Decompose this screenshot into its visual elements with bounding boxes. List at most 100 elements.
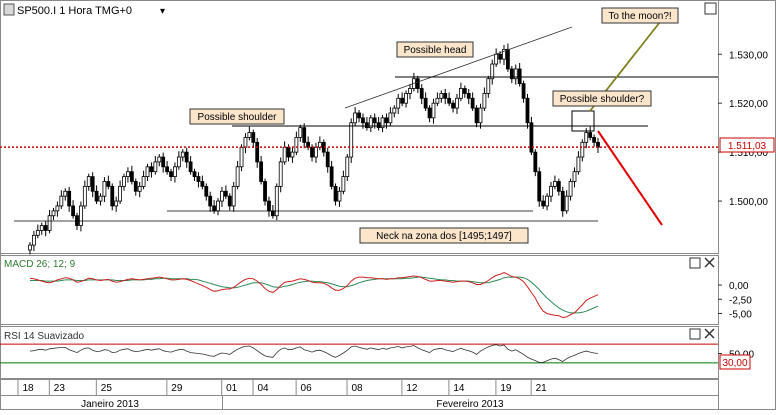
candle	[239, 146, 244, 168]
symbol-dropdown-icon[interactable]: ▾	[160, 6, 165, 17]
candle	[592, 137, 596, 143]
candle	[419, 88, 424, 99]
candle	[447, 97, 452, 104]
rsi-close-icon[interactable]	[704, 328, 715, 339]
candle	[521, 83, 526, 99]
macd-close-icon[interactable]	[704, 257, 715, 268]
candle	[286, 146, 291, 158]
right-shoulder-box	[571, 110, 595, 132]
candle	[71, 205, 75, 217]
candle	[588, 132, 593, 138]
time-tick-label: 04	[257, 383, 269, 394]
candle	[525, 97, 530, 124]
time-tick-label: 12	[406, 383, 418, 394]
candle	[55, 205, 60, 212]
month-label-jan: Janeiro 2013	[81, 399, 139, 410]
candle	[227, 195, 232, 207]
candle	[392, 107, 397, 114]
annotation-possible-shoulder-right[interactable]: Possible shoulder?	[552, 90, 652, 107]
candle	[106, 181, 111, 187]
macd-maximize-icon[interactable]	[689, 257, 701, 269]
candle	[188, 161, 193, 173]
candle	[329, 166, 334, 187]
symbol-label[interactable]: SP500.I 1 Hora TMG+0	[17, 5, 132, 17]
candle	[560, 190, 565, 212]
time-tick-label: 08	[351, 383, 363, 394]
candle	[141, 176, 146, 187]
candle	[549, 185, 553, 197]
candle	[345, 156, 350, 177]
axes: 1.530,00 1.520,00 1.510,00 1.500,00 0,00 -2,5…	[17, 50, 768, 395]
down-projection-line	[597, 130, 663, 226]
candle	[282, 146, 287, 163]
price-series	[0, 43, 718, 255]
candle	[427, 107, 432, 119]
candle	[368, 117, 373, 129]
annotation-to-the-moon-text: To the moon?!	[608, 11, 671, 22]
candle	[310, 146, 314, 158]
candle	[180, 151, 185, 158]
price-tick-label: 1.520,00	[729, 99, 768, 110]
annotation-possible-head[interactable]: Possible head	[396, 41, 474, 58]
time-tick-label: 19	[500, 383, 512, 394]
candle	[439, 93, 444, 99]
candle	[415, 78, 420, 89]
candle	[517, 68, 522, 85]
macd-label[interactable]: MACD 26; 12; 9	[4, 259, 76, 270]
candle	[294, 137, 299, 153]
month-label-feb: Fevereiro 2013	[436, 399, 504, 410]
candle	[451, 102, 455, 109]
candle	[43, 225, 48, 231]
annotation-neck-text: Neck na zona dos [1495;1497]	[376, 231, 512, 242]
rsi-label[interactable]: RSI 14 Suavizado	[4, 331, 84, 342]
candle	[314, 146, 318, 158]
candle	[431, 102, 436, 119]
candle	[157, 156, 162, 163]
candle	[462, 88, 467, 94]
candle	[200, 181, 205, 187]
candle	[564, 195, 569, 212]
candle	[122, 176, 126, 187]
candle	[408, 88, 412, 94]
time-tick-label: 06	[301, 383, 313, 394]
macd-tick-label: -2,50	[729, 295, 752, 306]
annotation-possible-shoulder-right-text: Possible shoulder?	[560, 94, 645, 105]
candle	[576, 156, 581, 173]
candle	[470, 97, 475, 109]
candle	[28, 244, 32, 251]
rsi-panel	[0, 326, 719, 379]
candle	[364, 122, 369, 129]
time-tick-label: 01	[226, 383, 238, 394]
candle	[243, 137, 248, 148]
rsi-maximize-icon[interactable]	[689, 328, 701, 340]
candle	[376, 122, 381, 129]
annotation-possible-shoulder-left[interactable]: Possible shoulder	[189, 108, 285, 125]
candle	[223, 190, 228, 197]
price-tick-label: 1.510,00	[729, 148, 768, 159]
candle	[165, 166, 170, 173]
candle	[482, 93, 487, 109]
candle	[466, 93, 471, 99]
candle	[153, 161, 158, 173]
candle	[353, 112, 358, 124]
candle	[47, 215, 52, 231]
candle	[506, 48, 510, 70]
candle	[176, 156, 181, 168]
candle	[204, 185, 209, 197]
candle	[98, 195, 103, 202]
annotation-possible-head-text: Possible head	[404, 45, 467, 56]
candle	[435, 97, 440, 104]
candle	[35, 230, 40, 236]
candle	[290, 151, 295, 158]
chart-type-icon[interactable]	[3, 3, 15, 16]
time-tick-label: 29	[171, 383, 183, 394]
candle	[184, 151, 189, 163]
drawing-tools	[14, 21, 718, 226]
candle	[220, 190, 224, 202]
annotation-to-the-moon[interactable]: To the moon?!	[601, 7, 679, 24]
annotation-neck[interactable]: Neck na zona dos [1495;1497]	[359, 227, 529, 244]
maximize-icon[interactable]	[704, 2, 717, 15]
candle	[102, 181, 107, 197]
